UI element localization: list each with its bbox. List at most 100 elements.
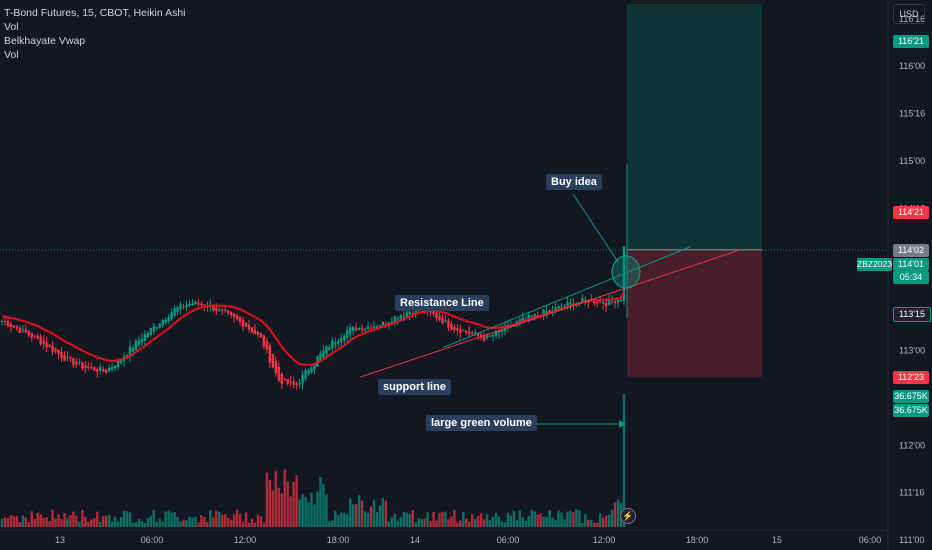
candle-body (548, 309, 551, 313)
volume-bar (417, 518, 420, 527)
candle-body (593, 300, 596, 304)
volume-bar (444, 511, 447, 527)
candle-body (241, 319, 245, 327)
volume-bar (506, 512, 510, 527)
volume-bar (360, 500, 364, 527)
candle-body (584, 299, 587, 301)
legend-title: T-Bond Futures, 15, CBOT, Heikin Ashi (4, 7, 186, 19)
annotation-support-line[interactable]: support line (378, 379, 451, 395)
candle-body (69, 357, 72, 359)
candle-body (411, 313, 414, 315)
currency-button[interactable]: USD (893, 4, 925, 24)
candle-body (24, 329, 28, 333)
candle-body (158, 323, 161, 328)
volume-bar (226, 517, 230, 527)
candle-body (610, 301, 614, 303)
volume-bar (81, 510, 84, 527)
volume-bar (563, 519, 566, 527)
volume-bar (119, 516, 123, 527)
volume-bar (429, 521, 432, 527)
volume-bar (459, 520, 462, 527)
volume-tag-2: 36.675K (893, 404, 929, 417)
candle-body (357, 327, 361, 330)
legend-indicator-vol[interactable]: Vol (4, 21, 19, 33)
volume-bar (155, 521, 158, 527)
candle-body (113, 365, 117, 369)
bolt-icon[interactable]: ⚡ (620, 508, 636, 524)
volume-bar (423, 518, 426, 527)
candle-body (176, 307, 179, 312)
volume-bar (375, 512, 379, 527)
candle-body (438, 315, 441, 320)
candle-body (581, 298, 584, 304)
x-tick-label: 06:00 (859, 535, 882, 545)
candle-body (21, 329, 25, 331)
candle-body (435, 312, 438, 319)
candle-body (30, 333, 33, 338)
volume-bar (322, 484, 325, 527)
annotation-large-green-volume[interactable]: large green volume (426, 415, 537, 431)
volume-bar (473, 519, 477, 527)
symbol-tag: ZBZ2023 (857, 258, 892, 271)
volume-bar (530, 509, 533, 527)
volume-bar (396, 520, 400, 527)
candle-body (349, 327, 352, 334)
volume-bar (414, 522, 417, 527)
volume-bar (596, 522, 599, 527)
legend-indicator-vwap[interactable]: Belkhayate Vwap (4, 35, 86, 47)
volume-bar (116, 521, 120, 527)
candle-body (244, 323, 248, 327)
volume-bar (509, 515, 513, 527)
candle-body (84, 365, 87, 368)
volume-bar (408, 514, 411, 527)
candle-body (334, 342, 337, 345)
candle-body (378, 325, 382, 327)
volume-bar (75, 515, 78, 527)
volume-bar (566, 511, 569, 527)
volume-bar (101, 516, 105, 527)
volume-bar (259, 516, 263, 527)
candle-body (33, 335, 36, 337)
volume-bar (447, 519, 450, 527)
volume-bar (212, 517, 215, 527)
candle-body (194, 301, 197, 305)
candle-body (232, 313, 236, 318)
volume-bar (143, 522, 147, 527)
candle-body (363, 328, 367, 330)
candle-body (459, 329, 462, 334)
volume-bar (426, 512, 429, 527)
annotation-buy-idea[interactable]: Buy idea (546, 174, 602, 190)
candle-body (399, 315, 402, 320)
x-tick-label: 14 (410, 535, 420, 545)
volume-bar (152, 509, 155, 527)
volume-bar (387, 521, 391, 527)
volume-bar (134, 522, 138, 527)
y-tick-label: 112'00 (899, 440, 925, 450)
volume-bar (253, 522, 257, 527)
candle-body (9, 323, 13, 328)
volume-bar (307, 502, 310, 527)
candle-body (238, 317, 242, 322)
candle-body (146, 332, 150, 338)
volume-bar (518, 510, 522, 527)
candle-body (563, 306, 566, 308)
volume-bar (616, 499, 620, 527)
candle-body (182, 306, 185, 308)
volume-bar (30, 511, 33, 527)
candle-body (313, 363, 316, 370)
volume-bar (435, 520, 438, 527)
x-tick-label: 15 (772, 535, 782, 545)
candle-body (432, 311, 435, 314)
candle-body (72, 358, 75, 366)
volume-bar (90, 519, 93, 527)
candle-body (390, 322, 394, 324)
candle-body (140, 338, 144, 343)
volume-bar (93, 518, 96, 527)
annotation-resistance-line[interactable]: Resistance Line (395, 295, 489, 311)
candle-body (39, 337, 42, 345)
volume-bar (366, 512, 370, 527)
volume-bar (63, 513, 66, 527)
x-tick-label: 06:00 (497, 535, 520, 545)
legend-indicator-vol-2[interactable]: Vol (4, 49, 19, 61)
